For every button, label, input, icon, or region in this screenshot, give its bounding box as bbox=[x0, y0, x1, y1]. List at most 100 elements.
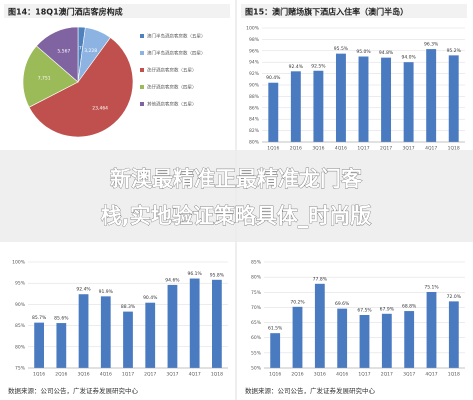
x-tick-label: 2Q17 bbox=[380, 146, 392, 152]
x-tick-label: 1Q17 bbox=[357, 146, 369, 152]
y-tick-label: 85% bbox=[15, 323, 26, 329]
title-bar bbox=[241, 4, 467, 18]
y-tick-label: 100% bbox=[246, 26, 260, 32]
value-label: 88.3% bbox=[121, 304, 136, 310]
y-tick-label: 100% bbox=[12, 260, 26, 266]
legend-swatch bbox=[140, 51, 144, 55]
source: 数据来源：公司公告，广发证券发展研究中心 bbox=[245, 386, 376, 395]
legend-label: 氹仔酒店客房数（四星） bbox=[147, 84, 197, 91]
legend-swatch bbox=[140, 68, 144, 72]
x-tick-label: 3Q17 bbox=[403, 372, 415, 378]
bar bbox=[167, 284, 178, 368]
bar bbox=[381, 57, 392, 142]
bar bbox=[100, 296, 111, 368]
legend-swatch bbox=[140, 102, 144, 106]
x-tick-label: 3Q16 bbox=[314, 372, 326, 378]
value-label: 69.6% bbox=[335, 301, 350, 307]
value-label: 77.8% bbox=[313, 276, 328, 282]
y-tick-label: 80% bbox=[249, 140, 260, 146]
legend-swatch bbox=[140, 85, 144, 89]
y-tick-label: 85% bbox=[251, 260, 262, 266]
slice-label: 3,228 bbox=[84, 48, 97, 54]
bar bbox=[426, 291, 437, 368]
bar bbox=[270, 333, 281, 368]
legend-label: 澳门半岛酒店客房数（四星） bbox=[147, 50, 206, 57]
bar bbox=[358, 56, 369, 142]
y-tick-label: 92% bbox=[249, 71, 260, 77]
value-label: 95.8% bbox=[210, 272, 225, 278]
y-tick-label: 98% bbox=[249, 37, 260, 43]
value-label: 90.4% bbox=[143, 295, 158, 301]
overlay-text: 新澳最精准正最精准龙门客 bbox=[110, 167, 363, 191]
x-tick-label: 1Q17 bbox=[122, 372, 134, 378]
bar bbox=[123, 311, 133, 368]
x-tick-label: 4Q16 bbox=[335, 146, 347, 152]
y-tick-label: 80% bbox=[251, 275, 262, 281]
y-tick-label: 80% bbox=[15, 344, 26, 350]
y-tick-label: 94% bbox=[249, 60, 260, 66]
value-label: 75.1% bbox=[424, 284, 439, 290]
value-label: 96.1% bbox=[188, 271, 203, 277]
y-tick-label: 75% bbox=[251, 290, 262, 296]
pie-slice bbox=[36, 26, 79, 83]
x-tick-label: 1Q16 bbox=[33, 372, 45, 378]
y-tick-label: 90% bbox=[15, 302, 26, 308]
legend-swatch bbox=[140, 34, 144, 38]
bar bbox=[292, 306, 303, 368]
value-label: 70.2% bbox=[290, 299, 305, 305]
value-label: 92.4% bbox=[76, 287, 91, 293]
value-label: 92.5% bbox=[311, 63, 326, 69]
value-label: 90.4% bbox=[266, 75, 281, 81]
pie-slice bbox=[22, 45, 79, 108]
bar bbox=[337, 308, 348, 368]
bar bbox=[404, 311, 415, 368]
legend-label: 澳门半岛酒店客房数（五星） bbox=[147, 33, 206, 40]
bar bbox=[145, 302, 156, 368]
slice-label: 5,567 bbox=[57, 48, 70, 54]
x-tick-label: 1Q16 bbox=[269, 372, 281, 378]
bar bbox=[290, 71, 301, 142]
x-tick-label: 3Q16 bbox=[77, 372, 89, 378]
y-tick-label: 65% bbox=[251, 320, 262, 326]
y-tick-label: 88% bbox=[249, 94, 260, 100]
value-label: 94.6% bbox=[165, 277, 180, 283]
title-bar bbox=[4, 4, 230, 18]
x-tick-label: 4Q17 bbox=[189, 372, 201, 378]
value-label: 95.5% bbox=[334, 46, 349, 52]
x-tick-label: 4Q17 bbox=[425, 372, 437, 378]
bar bbox=[448, 301, 459, 368]
x-tick-label: 4Q16 bbox=[100, 372, 112, 378]
y-tick-label: 82% bbox=[249, 128, 260, 134]
overlay-text: 栈,实地验证策略具体_时尚版 bbox=[101, 204, 371, 228]
slice-label: 873 bbox=[76, 45, 85, 51]
x-tick-label: 1Q16 bbox=[267, 146, 279, 152]
value-label: 68.8% bbox=[402, 304, 417, 310]
x-tick-label: 1Q18 bbox=[448, 372, 460, 378]
chart-title: 图15：澳门赌场旗下酒店入住率（澳门半岛） bbox=[245, 7, 408, 17]
value-label: 96.3% bbox=[424, 42, 439, 48]
source: 数据来源：公司公告，广发证券发展研究中心 bbox=[8, 386, 139, 395]
value-label: 94.8% bbox=[379, 50, 394, 56]
legend-label: 其他酒店客房数（五星） bbox=[147, 101, 197, 108]
bar bbox=[78, 294, 89, 368]
x-tick-label: 2Q17 bbox=[144, 372, 156, 378]
value-label: 67.9% bbox=[380, 306, 395, 312]
value-label: 94.0% bbox=[401, 55, 416, 61]
bar bbox=[381, 313, 392, 368]
bar bbox=[212, 279, 222, 368]
bar bbox=[403, 62, 414, 143]
y-tick-label: 50% bbox=[251, 366, 262, 372]
x-tick-label: 1Q18 bbox=[448, 146, 460, 152]
y-tick-label: 55% bbox=[251, 350, 262, 356]
x-tick-label: 2Q16 bbox=[55, 372, 67, 378]
x-tick-label: 4Q16 bbox=[336, 372, 348, 378]
bar bbox=[34, 322, 44, 368]
value-label: 61.5% bbox=[268, 326, 283, 332]
y-tick-label: 70% bbox=[251, 305, 262, 311]
x-tick-label: 4Q17 bbox=[425, 146, 437, 152]
bar bbox=[448, 55, 459, 142]
bar bbox=[426, 49, 437, 143]
value-label: 92.4% bbox=[289, 64, 304, 70]
